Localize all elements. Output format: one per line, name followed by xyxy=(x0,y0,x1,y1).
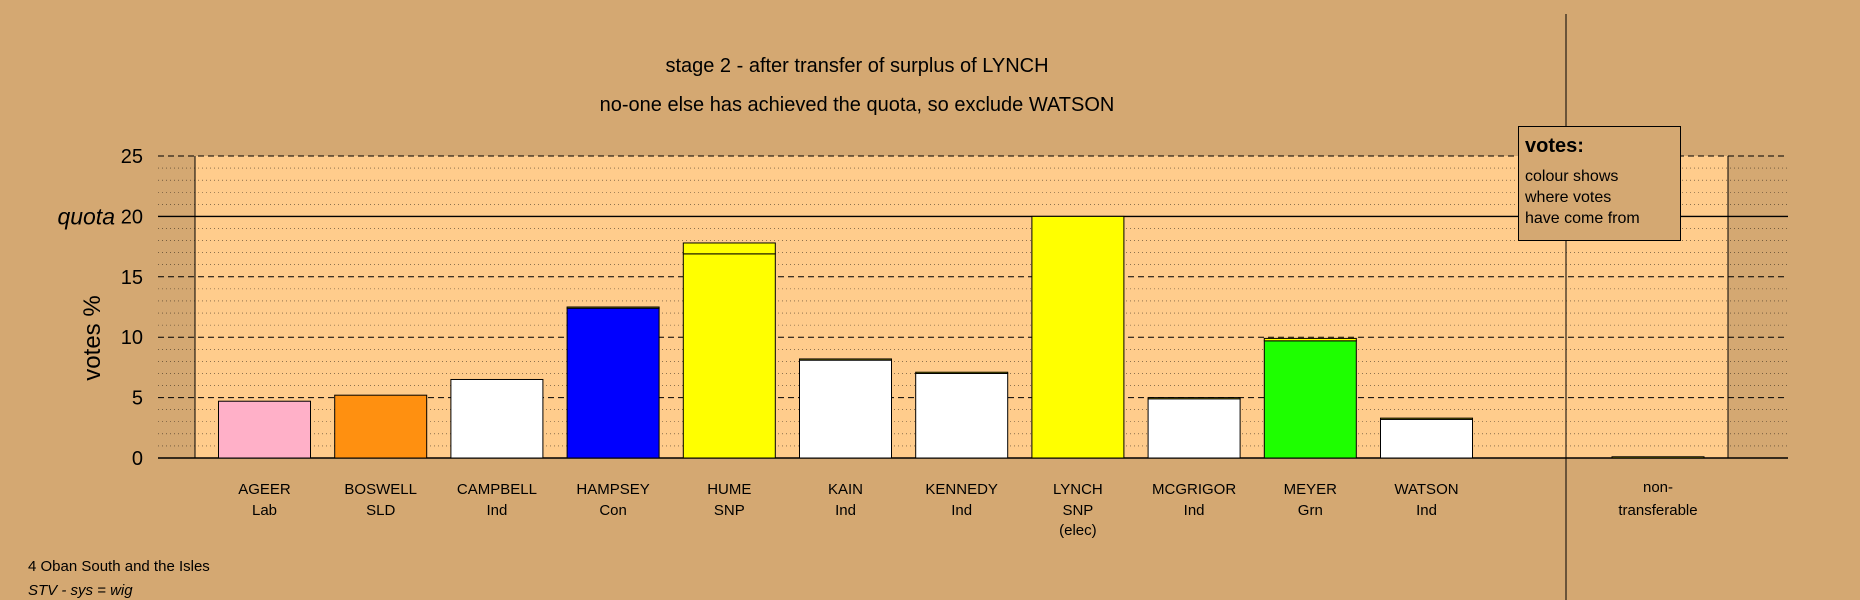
nontransferable-label: transferable xyxy=(1618,502,1697,519)
candidate-name: WATSON xyxy=(1394,481,1458,498)
candidate-name: LYNCH xyxy=(1053,481,1103,498)
legend-line: where votes xyxy=(1525,189,1612,206)
bar-segment-base xyxy=(799,359,892,459)
footer-ward: 4 Oban South and the Isles xyxy=(28,558,210,575)
chart-subtitle: no-one else has achieved the quota, so e… xyxy=(600,94,1115,116)
y-tick-label: 0 xyxy=(132,448,143,470)
bar-segment-transfer xyxy=(1263,337,1357,342)
bar-segment-transfer xyxy=(1147,397,1241,400)
candidate-name: HUME xyxy=(707,481,751,498)
bar-segment-base xyxy=(1263,340,1357,459)
candidate-party: Con xyxy=(599,502,627,519)
footer-system: STV - sys = wig xyxy=(28,582,133,599)
candidate-name: AGEER xyxy=(238,481,291,498)
bar-segment-base xyxy=(1031,215,1125,459)
candidate-party: Ind xyxy=(951,502,972,519)
nontransferable-label: non- xyxy=(1643,479,1673,496)
bar-segment-transfer xyxy=(799,358,892,361)
candidate-name: KAIN xyxy=(828,481,863,498)
bar-segment-transfer xyxy=(915,371,1009,374)
quota-label: quota xyxy=(57,203,115,229)
bar-segment-transfer xyxy=(682,242,776,255)
legend-title: votes: xyxy=(1525,135,1584,157)
y-axis-label: votes % xyxy=(79,295,106,380)
bar-segment-base xyxy=(1380,418,1473,459)
candidate-name: MEYER xyxy=(1284,481,1338,498)
candidate-party: SNP xyxy=(714,502,745,519)
nontransferable-bar xyxy=(1611,456,1705,459)
bar-segment-base xyxy=(1147,398,1241,459)
candidate-name: BOSWELL xyxy=(344,481,417,498)
candidate-party: SLD xyxy=(366,502,395,519)
y-tick-label: 10 xyxy=(121,327,143,349)
y-tick-label: 20 xyxy=(121,206,143,228)
candidate-party: Ind xyxy=(486,502,507,519)
candidate-party: Grn xyxy=(1298,502,1323,519)
bar-segment-transfer xyxy=(566,306,660,309)
bar-segment-base xyxy=(450,378,544,459)
legend-line: have come from xyxy=(1525,210,1640,227)
y-tick-label: 15 xyxy=(121,267,143,289)
candidate-party: SNP xyxy=(1062,502,1093,519)
bar-segment-transfer xyxy=(1380,417,1473,420)
candidate-party: Ind xyxy=(835,502,856,519)
bar-segment-base xyxy=(682,253,776,459)
candidate-name: MCGRIGOR xyxy=(1152,481,1236,498)
candidate-party: Lab xyxy=(252,502,277,519)
candidate-party: Ind xyxy=(1416,502,1437,519)
chart-title: stage 2 - after transfer of surplus of L… xyxy=(665,55,1048,77)
bar-segment-base xyxy=(566,307,660,459)
y-tick-label: 5 xyxy=(132,388,143,410)
candidate-status: (elec) xyxy=(1059,522,1097,539)
candidate-name: HAMPSEY xyxy=(576,481,649,498)
y-tick-label: 25 xyxy=(121,146,143,168)
legend-line: colour shows xyxy=(1525,168,1619,185)
candidate-name: KENNEDY xyxy=(925,481,998,498)
bar-segment-base xyxy=(218,400,311,459)
plot-area: 0 5 10 15 20 25 quota AGEER Lab BOSWELL SLD CAMPBEL… xyxy=(57,14,1788,600)
candidate-name: CAMPBELL xyxy=(457,481,537,498)
legend-box: votes: colour shows where votes have com… xyxy=(1518,126,1681,241)
bar-segment-base xyxy=(915,372,1009,459)
bar-segment-base xyxy=(334,394,428,459)
candidate-party: Ind xyxy=(1184,502,1205,519)
